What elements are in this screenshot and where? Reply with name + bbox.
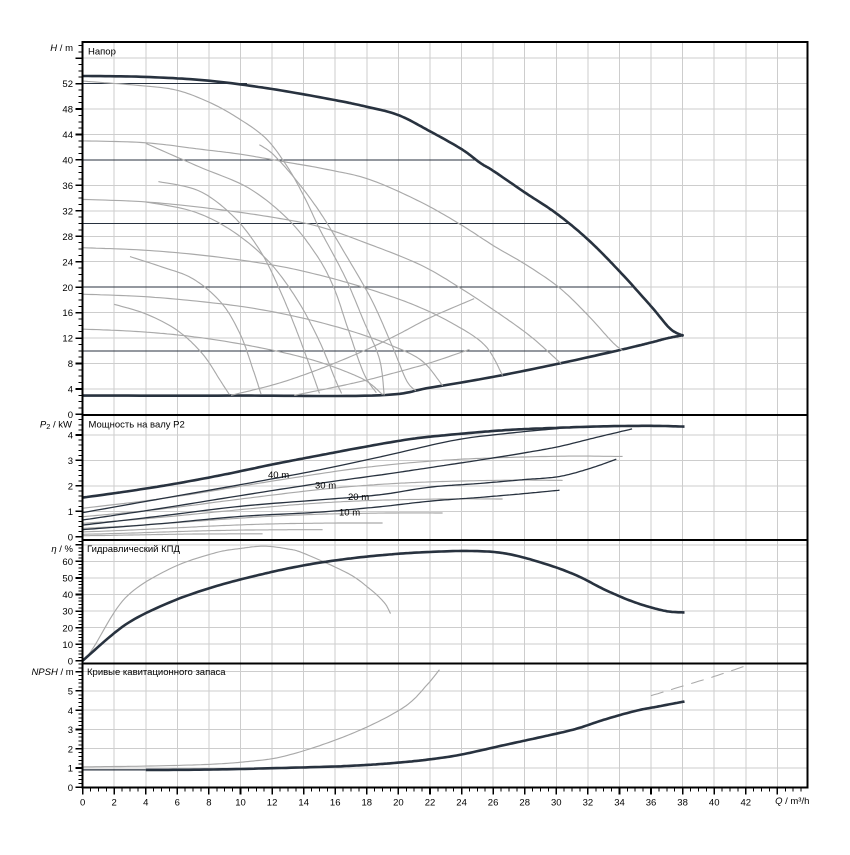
svg-text:10 m: 10 m [339,508,360,519]
svg-text:Мощность на валу P2: Мощность на валу P2 [89,420,185,431]
svg-text:40: 40 [709,797,720,808]
svg-text:40 m: 40 m [268,470,289,481]
svg-text:18: 18 [362,797,373,808]
svg-text:26: 26 [488,797,499,808]
svg-text:40: 40 [62,590,73,601]
svg-text:4: 4 [68,706,73,717]
svg-text:12: 12 [267,797,278,808]
svg-text:20 m: 20 m [348,492,369,503]
svg-text:50: 50 [62,574,73,585]
svg-text:H / m: H / m [50,43,73,54]
svg-text:4: 4 [68,431,73,442]
svg-text:4: 4 [143,797,148,808]
svg-text:4: 4 [68,385,73,396]
svg-text:Напор: Напор [88,47,116,58]
svg-text:24: 24 [456,797,467,808]
svg-text:P2 / kW: P2 / kW [40,420,72,432]
svg-text:36: 36 [62,181,73,192]
svg-text:20: 20 [62,623,73,634]
svg-text:Q / m³/h: Q / m³/h [775,796,809,807]
svg-text:28: 28 [519,797,530,808]
svg-text:5: 5 [68,687,73,698]
svg-text:10: 10 [235,797,246,808]
svg-text:42: 42 [741,797,752,808]
svg-text:30: 30 [551,797,562,808]
svg-text:40: 40 [62,156,73,167]
svg-text:20: 20 [393,797,404,808]
svg-text:3: 3 [68,456,73,467]
svg-text:Гидравлический КПД: Гидравлический КПД [87,544,180,555]
svg-text:38: 38 [677,797,688,808]
svg-text:34: 34 [614,797,625,808]
svg-text:60: 60 [62,557,73,568]
svg-text:0: 0 [68,410,73,421]
svg-text:16: 16 [330,797,341,808]
svg-text:6: 6 [175,797,180,808]
svg-text:16: 16 [62,308,73,319]
svg-text:0: 0 [68,532,73,543]
svg-text:28: 28 [62,232,73,243]
svg-text:36: 36 [646,797,657,808]
svg-text:12: 12 [62,334,73,345]
svg-text:1: 1 [68,764,73,775]
svg-text:20: 20 [62,283,73,294]
svg-text:0: 0 [68,656,73,667]
svg-text:0: 0 [80,797,85,808]
svg-text:Кривые кавитационного запаса: Кривые кавитационного запаса [87,667,226,678]
svg-text:η / %: η / % [51,544,73,555]
svg-text:52: 52 [62,79,73,90]
svg-text:24: 24 [62,257,73,268]
svg-text:3: 3 [68,725,73,736]
svg-text:2: 2 [68,744,73,755]
svg-text:44: 44 [62,130,73,141]
svg-text:2: 2 [68,482,73,493]
svg-text:14: 14 [298,797,309,808]
svg-text:8: 8 [68,359,73,370]
svg-text:32: 32 [583,797,594,808]
svg-text:10: 10 [62,640,73,651]
svg-text:NPSH / m: NPSH / m [31,667,73,678]
svg-text:30 m: 30 m [315,481,336,492]
svg-text:32: 32 [62,206,73,217]
svg-text:30: 30 [62,607,73,618]
svg-text:0: 0 [68,783,73,794]
svg-text:8: 8 [206,797,211,808]
svg-text:2: 2 [112,797,117,808]
svg-text:48: 48 [62,105,73,116]
svg-text:22: 22 [425,797,436,808]
svg-text:1: 1 [68,507,73,518]
